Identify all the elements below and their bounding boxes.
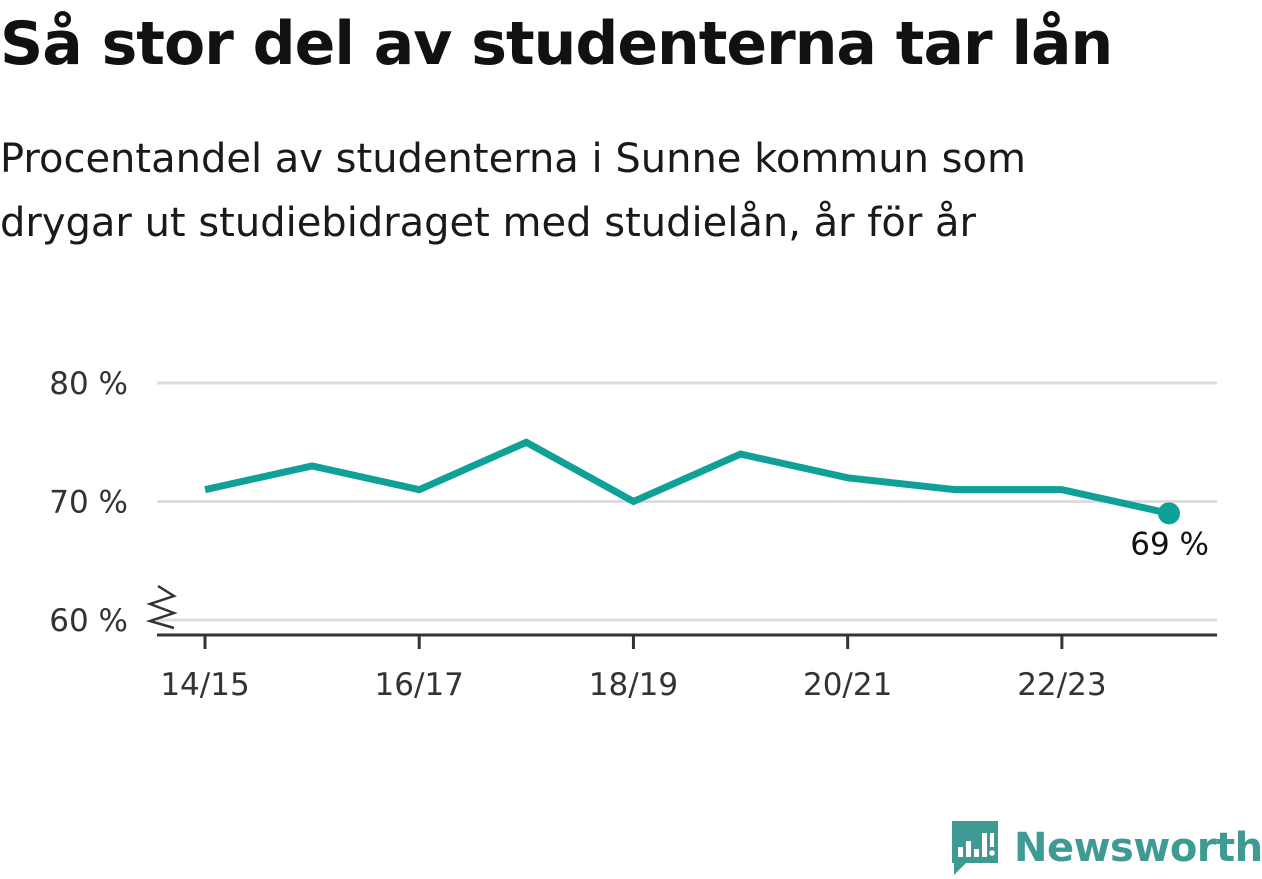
x-tick-label: 16/17 — [375, 667, 464, 703]
chart-title: Så stor del av studenterna tar lån — [0, 9, 1113, 79]
series-layer — [204, 438, 1180, 525]
last-value-marker — [1158, 502, 1180, 525]
newsworthy-brand: Newsworthy — [950, 818, 1262, 878]
y-tick-label: 60 % — [49, 603, 128, 639]
y-tick-label: 70 % — [49, 485, 128, 521]
y-axis: 60 % 70 % 80 % — [49, 366, 178, 639]
x-axis: 14/15 16/17 18/19 20/21 22/23 — [157, 633, 1217, 703]
last-value-label: 69 % — [1130, 526, 1209, 562]
data-labels: 69 % — [1130, 526, 1209, 562]
x-tick-label: 18/19 — [589, 667, 678, 703]
x-tick-label: 14/15 — [160, 667, 249, 703]
y-tick-label: 80 % — [49, 366, 128, 402]
x-tick-label: 22/23 — [1017, 667, 1106, 703]
newsworthy-logo-icon — [952, 821, 998, 875]
subtitle-line-2: drygar ut studiebidraget med studielån, … — [0, 200, 976, 246]
x-tick-label: 20/21 — [803, 667, 892, 703]
chart-subtitle: Procentandel av studenterna i Sunne komm… — [0, 127, 1200, 255]
series-line — [204, 438, 1170, 517]
brand-name: Newsworthy — [1014, 825, 1262, 871]
gridlines — [157, 381, 1217, 622]
subtitle-line-1: Procentandel av studenterna i Sunne komm… — [0, 136, 1026, 182]
y-axis-break-icon — [145, 584, 178, 630]
